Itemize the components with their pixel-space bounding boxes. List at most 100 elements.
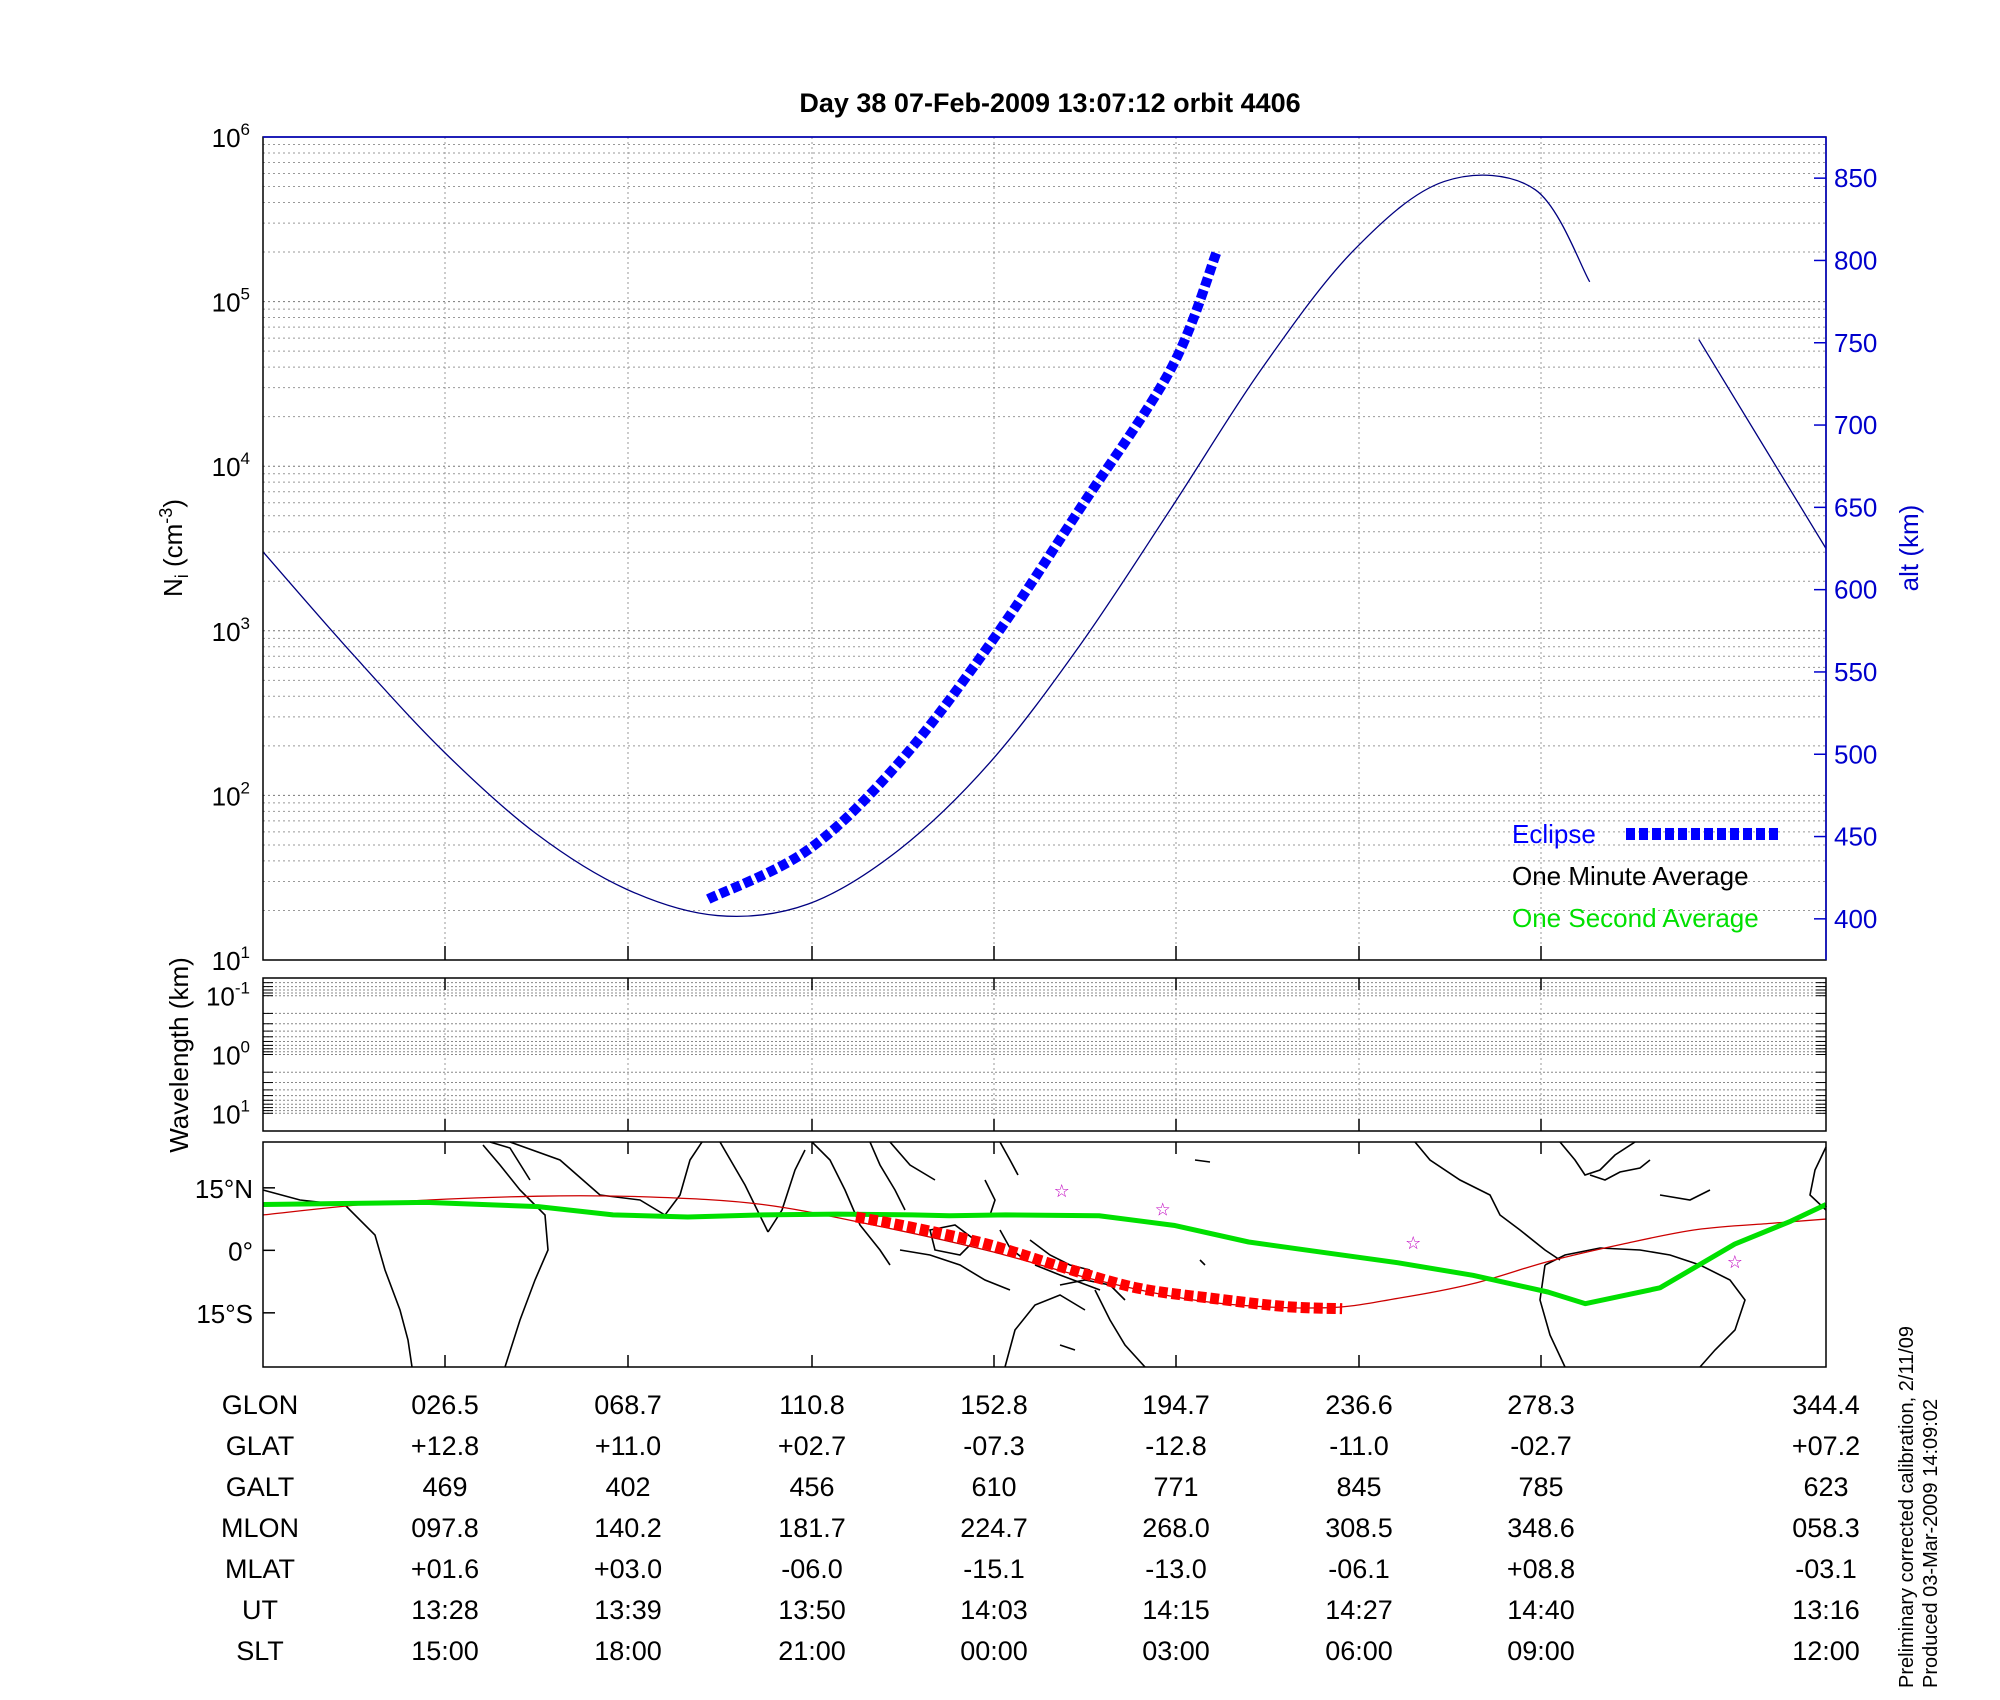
star-marker: ☆ — [1727, 1252, 1743, 1273]
table-cell: 097.8 — [411, 1513, 479, 1543]
map-lat-tick-label: 15°N — [195, 1174, 253, 1204]
table-cell: 623 — [1803, 1472, 1849, 1502]
legend: Eclipse One Minute Average One Second Aver… — [1512, 819, 1778, 933]
density-series — [262, 174, 1827, 918]
altitude-tick-label: 550 — [1834, 657, 1877, 687]
eclipse-track — [855, 1211, 1343, 1315]
map-lat-tick-label: 15°S — [196, 1299, 253, 1329]
table-cell: 456 — [789, 1472, 835, 1502]
table-cell: +11.0 — [594, 1431, 662, 1461]
table-cell: 18:00 — [594, 1636, 662, 1666]
table-cell: -11.0 — [1329, 1431, 1389, 1461]
table-row-label: MLAT — [224, 1554, 295, 1584]
table-row-label: SLT — [236, 1636, 284, 1666]
table-cell: 14:40 — [1507, 1595, 1575, 1625]
density-tick-label: 106 — [212, 120, 250, 153]
wavelength-tick-label: 101 — [212, 1096, 250, 1129]
altitude-line-segment — [1698, 339, 1827, 549]
density-tick-label: 104 — [212, 449, 250, 482]
table-cell: +08.8 — [1506, 1554, 1576, 1584]
map-panel: ☆ ☆ ☆ ☆ 15°N 0° 15°S — [195, 1141, 1828, 1368]
ground-track-line — [262, 1195, 1827, 1309]
legend-label: Eclipse — [1512, 819, 1596, 849]
map-lat-tick-label: 0° — [228, 1236, 253, 1266]
wavelength-panel: 10-1 100 101 Wavelength (km) — [164, 957, 1827, 1153]
table-cell: +01.6 — [410, 1554, 480, 1584]
table-cell: 13:39 — [594, 1595, 662, 1625]
density-panel: 101 102 103 104 105 106 400 450 500 550 600 650 700… — [156, 120, 1924, 976]
table-cell: 06:00 — [1325, 1636, 1393, 1666]
table-cell: 026.5 — [411, 1390, 479, 1420]
wavelength-y-axis: 10-1 100 101 — [206, 979, 250, 1130]
table-cell: 00:00 — [960, 1636, 1028, 1666]
wavelength-tick-label: 100 — [212, 1038, 250, 1071]
altitude-tick-label: 800 — [1834, 245, 1877, 275]
table-cell: 308.5 — [1325, 1513, 1393, 1543]
chart-title: Day 38 07-Feb-2009 13:07:12 orbit 4406 — [799, 88, 1300, 118]
table-cell: -03.1 — [1795, 1554, 1857, 1584]
table-cell: 14:15 — [1142, 1595, 1210, 1625]
table-cell: 344.4 — [1792, 1390, 1860, 1420]
table-row-label: GLAT — [225, 1431, 295, 1461]
table-cell: 15:00 — [411, 1636, 479, 1666]
altitude-tick-label: 650 — [1834, 492, 1877, 522]
altitude-tick-label: 700 — [1834, 410, 1877, 440]
table-cell: 058.3 — [1792, 1513, 1860, 1543]
table-cell: -13.0 — [1145, 1554, 1207, 1584]
wavelength-y-axis-label: Wavelength (km) — [164, 957, 194, 1153]
altitude-tick-label: 750 — [1834, 328, 1877, 358]
footer-calibration: Preliminary corrected calibration, 2/11/… — [1896, 1325, 1918, 1688]
table-cell: -12.8 — [1145, 1431, 1207, 1461]
table-cell: -06.1 — [1328, 1554, 1390, 1584]
table-cell: 13:28 — [411, 1595, 479, 1625]
table-cell: 194.7 — [1142, 1390, 1210, 1420]
footer-produced: Produced 03-Mar-2009 14:09:02 — [1920, 1398, 1942, 1688]
map-grid — [444, 1142, 1542, 1367]
table-cell: 268.0 — [1142, 1513, 1210, 1543]
table-cell: 469 — [422, 1472, 468, 1502]
table-cell: 13:16 — [1792, 1595, 1860, 1625]
density-tick-label: 102 — [212, 778, 250, 811]
table-cell: 348.6 — [1507, 1513, 1575, 1543]
table-cell: -06.0 — [781, 1554, 843, 1584]
table-cell: 14:03 — [960, 1595, 1028, 1625]
density-tick-label: 105 — [212, 285, 250, 318]
coastline — [262, 1141, 1827, 1368]
table-cell: -15.1 — [963, 1554, 1025, 1584]
table-cell: 068.7 — [594, 1390, 662, 1420]
table-cell: 09:00 — [1507, 1636, 1575, 1666]
wavelength-grid — [263, 977, 1826, 1132]
map-y-axis: 15°N 0° 15°S — [195, 1174, 275, 1329]
altitude-tick-label: 450 — [1834, 822, 1877, 852]
table-cell: 152.8 — [960, 1390, 1028, 1420]
table-cell: 610 — [971, 1472, 1017, 1502]
star-marker: ☆ — [1405, 1233, 1421, 1254]
table-cell: 03:00 — [1142, 1636, 1210, 1666]
table-cell: 21:00 — [778, 1636, 846, 1666]
wavelength-tick-label: 10-1 — [206, 979, 250, 1012]
map-tracks: ☆ ☆ ☆ ☆ — [262, 1181, 1828, 1315]
table-cell: 14:27 — [1325, 1595, 1393, 1625]
table-cell: 12:00 — [1792, 1636, 1860, 1666]
table-row-label: GLON — [221, 1390, 299, 1420]
table-cell: +07.2 — [1791, 1431, 1861, 1461]
table-cell: 771 — [1153, 1472, 1199, 1502]
altitude-tick-label: 400 — [1834, 904, 1877, 934]
table-cell: +12.8 — [410, 1431, 480, 1461]
density-tick-label: 101 — [212, 943, 250, 976]
table-row-label: GALT — [225, 1472, 295, 1502]
density-tick-label: 103 — [212, 614, 250, 647]
table-row-label: MLON — [220, 1513, 299, 1543]
table-cell: 236.6 — [1325, 1390, 1393, 1420]
altitude-y-axis-right: 400 450 500 550 600 650 700 750 800 850 — [1814, 163, 1877, 934]
table-cell: 402 — [605, 1472, 651, 1502]
table-cell: 278.3 — [1507, 1390, 1575, 1420]
eclipse-line — [706, 248, 1222, 904]
table-cell: 140.2 — [594, 1513, 662, 1543]
table-cell: 13:50 — [778, 1595, 846, 1625]
density-y-axis-left: 101 102 103 104 105 106 — [212, 120, 250, 976]
star-marker: ☆ — [1155, 1200, 1171, 1221]
altitude-tick-label: 850 — [1834, 163, 1877, 193]
table-cell: -07.3 — [963, 1431, 1025, 1461]
